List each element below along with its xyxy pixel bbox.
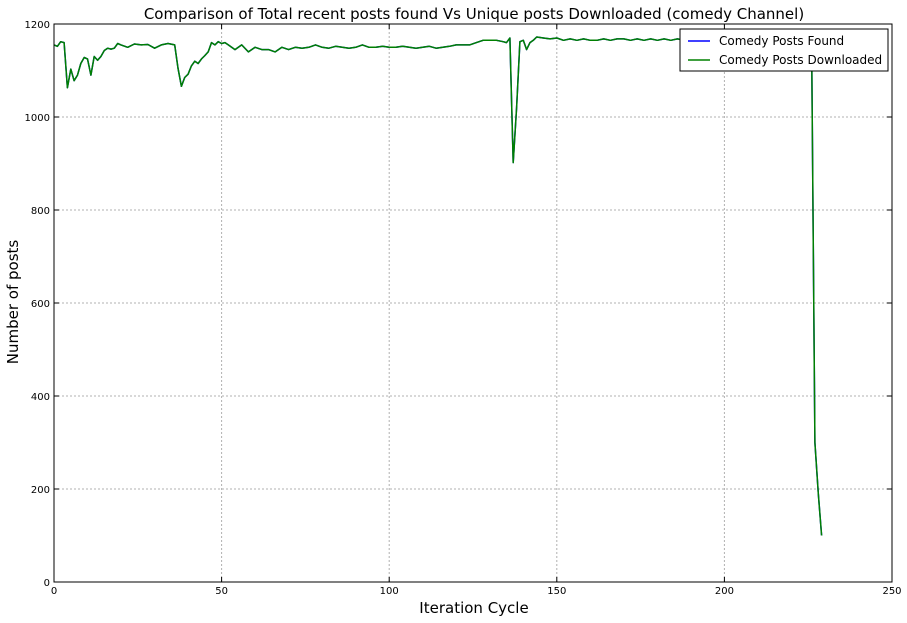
legend-box — [679, 28, 889, 72]
y-tick-label: 400 — [31, 392, 50, 403]
x-tick-label: 100 — [380, 586, 399, 597]
legend-entry-downloaded: Comedy Posts Downloaded — [719, 53, 882, 67]
y-tick-label: 1000 — [25, 113, 50, 124]
x-tick-label: 50 — [215, 586, 228, 597]
x-tick-label: 0 — [51, 586, 57, 597]
chart-title: Comparison of Total recent posts found V… — [144, 5, 804, 23]
legend: Comedy Posts Found Comedy Posts Download… — [679, 28, 889, 72]
y-axis-label: Number of posts — [4, 240, 22, 365]
axis-ticks: 0 50 100 150 200 250 0 200 400 600 800 1000 1200 — [25, 20, 902, 597]
y-tick-label: 600 — [31, 299, 50, 310]
y-tick-label: 1200 — [25, 20, 50, 31]
series-line-found — [53, 36, 823, 536]
grid — [54, 24, 892, 582]
y-tick-label: 800 — [31, 206, 50, 217]
y-tick-label: 0 — [44, 578, 50, 589]
x-axis-label: Iteration Cycle — [419, 599, 528, 617]
x-tick-label: 150 — [547, 586, 566, 597]
legend-entry-found: Comedy Posts Found — [719, 34, 844, 48]
series-layer — [53, 36, 823, 536]
y-tick-label: 200 — [31, 485, 50, 496]
series-line-downloaded — [53, 36, 823, 536]
x-tick-label: 200 — [715, 586, 734, 597]
x-tick-label: 250 — [882, 586, 901, 597]
